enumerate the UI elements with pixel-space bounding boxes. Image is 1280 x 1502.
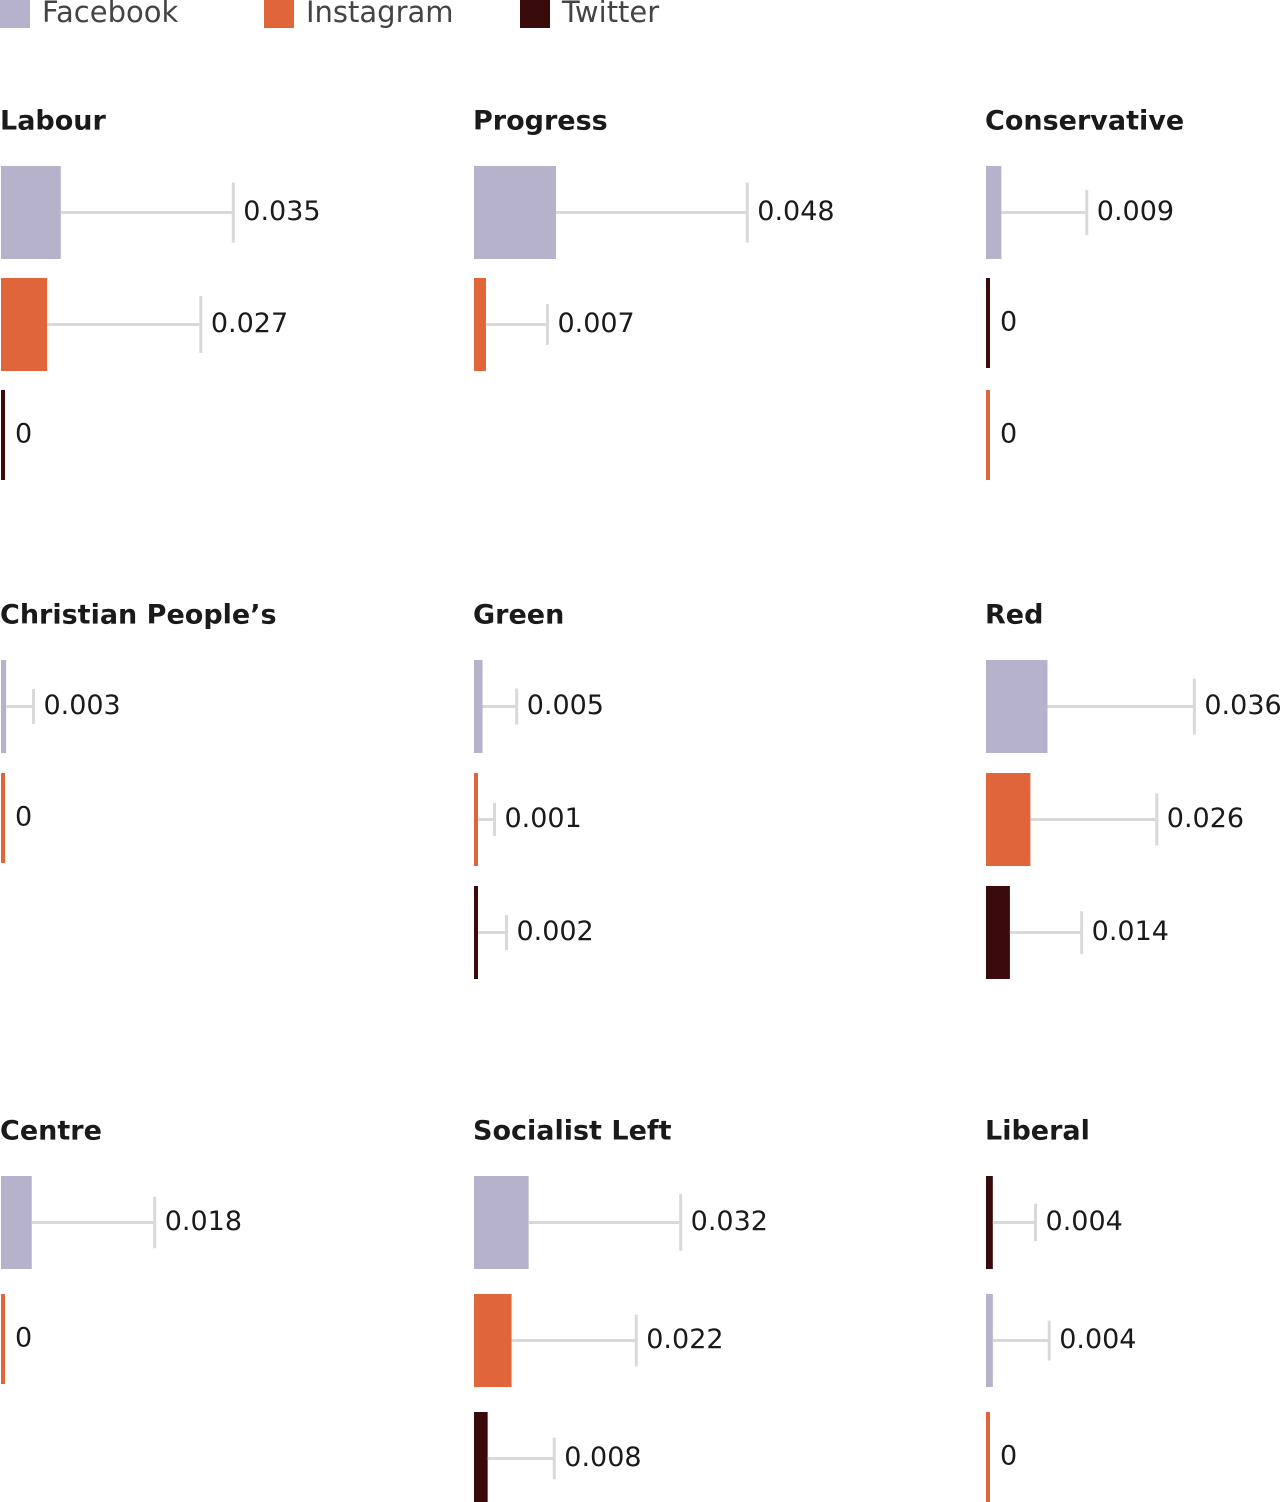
value-label: 0 <box>1000 1441 1017 1472</box>
bar <box>474 278 486 371</box>
value-label: 0.008 <box>564 1442 641 1473</box>
bar <box>986 278 990 368</box>
bar <box>986 886 1010 979</box>
panel-title: Green <box>473 600 564 631</box>
bar <box>986 660 1048 753</box>
value-label: 0.027 <box>211 308 288 339</box>
value-label: 0.026 <box>1167 803 1244 834</box>
value-label: 0.022 <box>646 1324 723 1355</box>
bar <box>474 1294 512 1387</box>
bar <box>986 773 1031 866</box>
value-label: 0.018 <box>165 1206 242 1237</box>
bar <box>986 1412 990 1502</box>
bar <box>1 166 61 259</box>
bar <box>474 1412 488 1502</box>
legend-label: Twitter <box>561 0 659 29</box>
value-label: 0.014 <box>1092 916 1169 947</box>
bar <box>986 166 1002 259</box>
legend-swatch <box>264 0 294 28</box>
value-label: 0.005 <box>527 690 604 721</box>
panel-title: Conservative <box>985 106 1184 137</box>
legend-swatch <box>0 0 30 28</box>
bar <box>474 166 556 259</box>
value-label: 0.002 <box>516 916 593 947</box>
value-label: 0.007 <box>557 308 634 339</box>
bar <box>1 1176 32 1269</box>
panel-title: Christian People’s <box>0 600 277 631</box>
value-label: 0.035 <box>243 196 320 227</box>
bar <box>1 773 5 863</box>
value-label: 0 <box>1000 307 1017 338</box>
value-label: 0.004 <box>1059 1324 1136 1355</box>
bar <box>474 1176 529 1269</box>
bar <box>1 278 48 371</box>
value-label: 0 <box>15 1323 32 1354</box>
bar <box>1 1294 5 1384</box>
bar <box>1 390 5 480</box>
value-label: 0.048 <box>757 196 834 227</box>
bar <box>474 660 483 753</box>
panel-title: Centre <box>0 1116 102 1147</box>
legend-label: Instagram <box>306 0 454 29</box>
value-label: 0.001 <box>504 803 581 834</box>
panel-title: Socialist Left <box>473 1116 672 1147</box>
value-label: 0 <box>15 802 32 833</box>
value-label: 0.004 <box>1046 1206 1123 1237</box>
panel-title: Liberal <box>985 1116 1090 1147</box>
bar <box>1 660 7 753</box>
bar <box>474 886 478 979</box>
bar <box>474 773 478 866</box>
value-label: 0 <box>15 419 32 450</box>
panel-title: Progress <box>473 106 608 137</box>
value-label: 0.032 <box>691 1206 768 1237</box>
legend-label: Facebook <box>42 0 178 29</box>
value-label: 0.003 <box>43 690 120 721</box>
bar <box>986 1294 993 1387</box>
value-label: 0.036 <box>1204 690 1280 721</box>
panel-title: Red <box>985 600 1043 631</box>
legend-swatch <box>520 0 550 28</box>
bar <box>986 1176 993 1269</box>
value-label: 0 <box>1000 419 1017 450</box>
value-label: 0.009 <box>1097 196 1174 227</box>
bar <box>986 390 990 480</box>
panel-title: Labour <box>0 106 107 137</box>
